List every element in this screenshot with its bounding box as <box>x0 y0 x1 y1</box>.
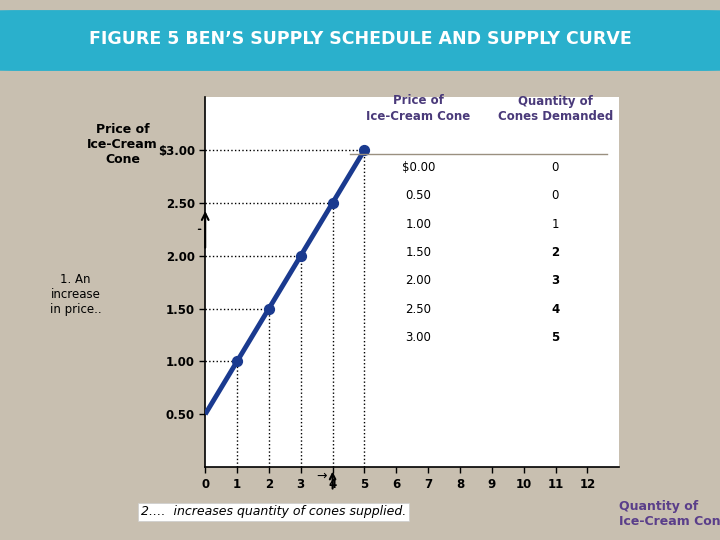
Text: Price of
Ice-Cream
Cone: Price of Ice-Cream Cone <box>87 123 158 166</box>
Text: 3.00: 3.00 <box>405 331 431 344</box>
Text: 3: 3 <box>552 274 559 287</box>
Text: 2.00: 2.00 <box>405 274 431 287</box>
Text: FIGURE 5 BEN’S SUPPLY SCHEDULE AND SUPPLY CURVE: FIGURE 5 BEN’S SUPPLY SCHEDULE AND SUPPL… <box>89 30 631 48</box>
Text: Quantity of
Cones Demanded: Quantity of Cones Demanded <box>498 94 613 123</box>
Point <box>359 146 370 154</box>
Text: 2.…  increases quantity of cones supplied.: 2.… increases quantity of cones supplied… <box>141 505 406 518</box>
Text: 1.00: 1.00 <box>405 218 431 231</box>
Text: 2: 2 <box>552 246 559 259</box>
Text: Price of
Ice-Cream Cone: Price of Ice-Cream Cone <box>366 94 471 123</box>
Text: 5: 5 <box>552 331 559 344</box>
Text: 2.50: 2.50 <box>405 302 431 316</box>
Point <box>231 357 243 366</box>
Point <box>327 199 338 207</box>
Text: 1: 1 <box>552 218 559 231</box>
Text: 1.50: 1.50 <box>405 246 431 259</box>
Text: 0: 0 <box>552 161 559 174</box>
Point <box>263 304 274 313</box>
Point <box>295 252 307 260</box>
Text: 0: 0 <box>552 189 559 202</box>
Text: Quantity of
Ice-Cream Cones: Quantity of Ice-Cream Cones <box>619 501 720 529</box>
Text: 4: 4 <box>552 302 559 316</box>
Text: →: → <box>317 470 327 483</box>
Text: 0.50: 0.50 <box>405 189 431 202</box>
Text: 1. An
increase
in price..: 1. An increase in price.. <box>50 273 102 316</box>
Text: $0.00: $0.00 <box>402 161 436 174</box>
FancyBboxPatch shape <box>0 11 720 70</box>
